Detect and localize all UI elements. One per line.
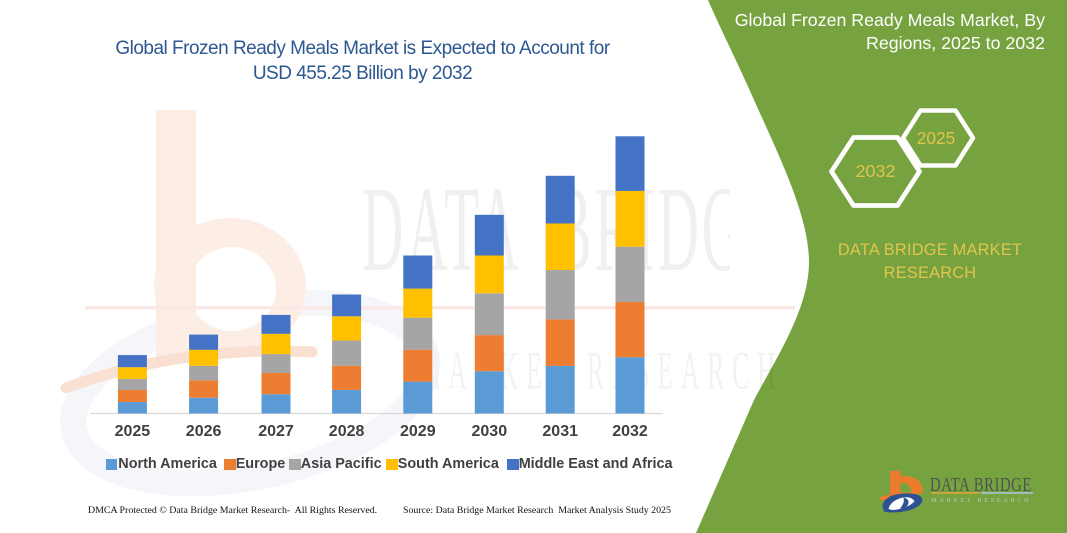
svg-text:MARKET RESEARCH: MARKET RESEARCH: [418, 341, 783, 401]
